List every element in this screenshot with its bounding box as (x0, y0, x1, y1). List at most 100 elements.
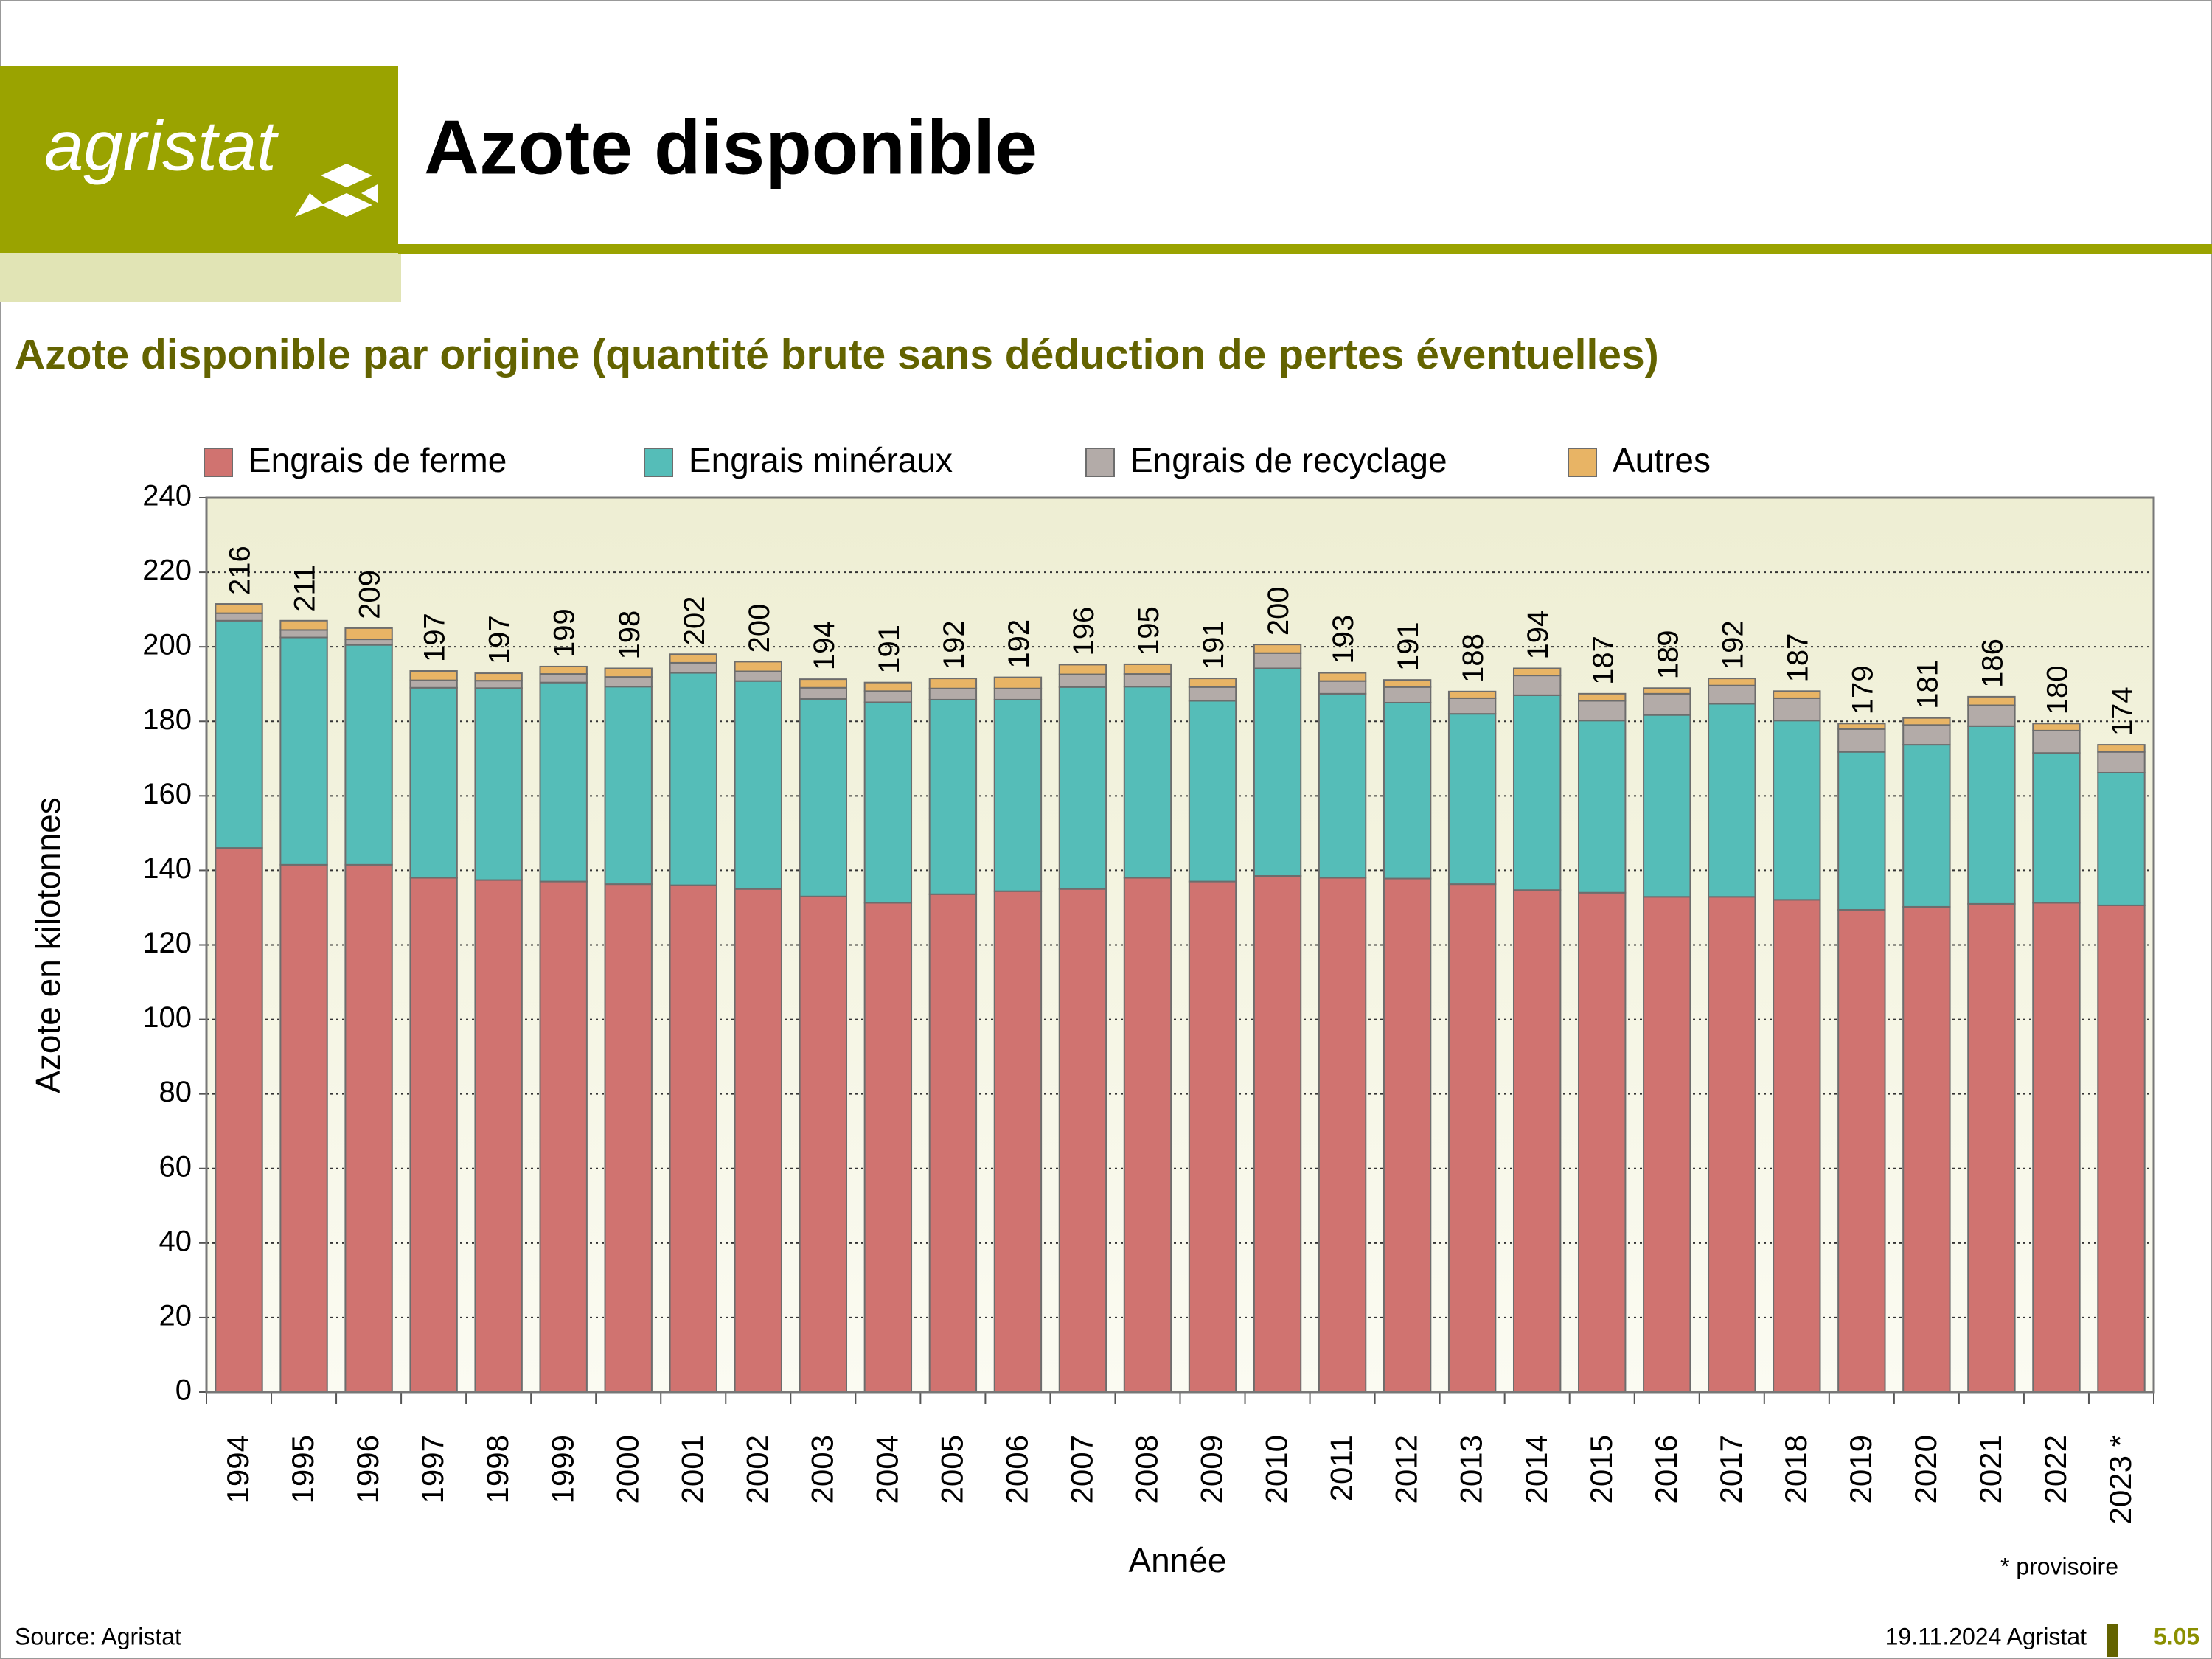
bar-segment (1967, 704, 2016, 727)
total-label: 186 (1976, 639, 2008, 688)
bar-segment (1512, 694, 1562, 891)
bar-segment (1512, 889, 1562, 1393)
total-label: 187 (1781, 633, 1814, 683)
bar-segment (799, 678, 848, 689)
y-tick-label: 220 (142, 554, 192, 587)
y-tick-label: 80 (159, 1076, 192, 1108)
x-tick-label: 2006 (1000, 1435, 1034, 1503)
legend-swatch (204, 448, 233, 477)
bar-segment (1188, 678, 1237, 688)
footer-marker (2107, 1624, 2118, 1657)
x-tick-label: 2009 (1194, 1435, 1229, 1503)
x-tick-label: 2018 (1778, 1435, 1813, 1503)
bar-segment (1837, 908, 1886, 1393)
bar-segment (604, 686, 653, 886)
bar-segment (279, 636, 328, 866)
page-number: 5.05 (2154, 1623, 2199, 1649)
bar-segment (1967, 902, 2016, 1393)
bar-segment (539, 673, 588, 684)
bar-segment (539, 665, 588, 675)
total-label: 192 (1717, 620, 1749, 669)
total-label: 181 (1911, 660, 1944, 709)
bar-segment (1578, 720, 1627, 894)
bar-segment (1512, 667, 1562, 677)
total-label: 192 (1003, 619, 1035, 669)
bar-segment (928, 893, 978, 1393)
bar-segment (1902, 717, 1951, 726)
bar-segment (1058, 888, 1107, 1393)
bar-segment (1123, 686, 1172, 879)
x-tick-label: 1997 (415, 1435, 450, 1503)
bar-segment (215, 847, 263, 1393)
x-tick-label: 2020 (1908, 1435, 1943, 1503)
bar-segment (863, 701, 913, 904)
bar-segment (2097, 904, 2146, 1393)
y-tick-label: 20 (159, 1299, 192, 1332)
bar-segment (1253, 644, 1302, 654)
total-label: 216 (224, 546, 257, 595)
total-label: 187 (1587, 636, 1619, 685)
bar-segment (928, 698, 978, 895)
total-label: 198 (613, 611, 646, 660)
bar-segment (1318, 680, 1367, 695)
legend-swatch (644, 448, 673, 477)
bar-segment (1578, 700, 1627, 722)
bar-segment (215, 619, 263, 849)
y-axis-label: Azote en kilotonnes (29, 797, 67, 1093)
bar-segment (2097, 771, 2146, 906)
bar-segment (1188, 686, 1237, 702)
x-tick-label: 2011 (1324, 1435, 1359, 1501)
x-tick-label: 2005 (934, 1435, 969, 1503)
x-tick-label: 2010 (1259, 1435, 1294, 1503)
bar-segment (344, 627, 393, 641)
y-tick-label: 60 (159, 1150, 192, 1183)
bar-segment (669, 884, 717, 1393)
x-tick-label: 2022 (2038, 1435, 2073, 1503)
bar-segment (1058, 673, 1107, 688)
bar-segment (1318, 877, 1367, 1393)
bar-segment (279, 863, 328, 1394)
chart-title: Azote disponible par origine (quantité b… (15, 331, 1659, 378)
bar-segment (1253, 667, 1302, 877)
logo-text: agristat (44, 106, 279, 185)
bar-segment (215, 612, 263, 622)
bar-segment (1643, 687, 1691, 695)
total-label: 188 (1457, 633, 1489, 683)
bar-segment (1773, 720, 1821, 901)
bar-segment (409, 877, 458, 1393)
bar-segment (1967, 695, 2016, 706)
page-title: Azote disponible (424, 105, 1037, 190)
bar-segment (1318, 672, 1367, 682)
total-label: 191 (1392, 622, 1425, 671)
bar-segment (1253, 652, 1302, 669)
total-label: 200 (1262, 586, 1295, 636)
bar-segment (799, 686, 848, 700)
bar-segment (2097, 751, 2146, 773)
footnote: * provisoire (2000, 1553, 2118, 1579)
bar-segment (1058, 686, 1107, 890)
legend-label: Engrais minéraux (689, 441, 953, 479)
total-label: 192 (938, 620, 970, 669)
bar-segment (1382, 686, 1432, 703)
bar-segment (734, 670, 782, 682)
bar-segment (539, 681, 588, 883)
bar-segment (2032, 752, 2081, 904)
bar-segment (409, 686, 458, 879)
total-label: 196 (1068, 607, 1100, 656)
total-label: 174 (2107, 686, 2139, 736)
bar-segment (409, 679, 458, 689)
total-label: 209 (354, 570, 386, 619)
total-label: 189 (1652, 630, 1684, 680)
bar-segment (539, 880, 588, 1394)
y-tick-label: 140 (142, 852, 192, 885)
bar-segment (1708, 896, 1756, 1393)
x-tick-label: 2023 * (2103, 1435, 2138, 1524)
logo-box (0, 66, 398, 253)
source: Source: Agristat (15, 1623, 181, 1649)
bar-segment (1708, 678, 1756, 686)
total-label: 193 (1327, 615, 1360, 664)
bar-segment (344, 639, 393, 646)
total-label: 179 (1846, 666, 1879, 715)
bar-segment (279, 619, 328, 631)
y-tick-label: 120 (142, 927, 192, 959)
